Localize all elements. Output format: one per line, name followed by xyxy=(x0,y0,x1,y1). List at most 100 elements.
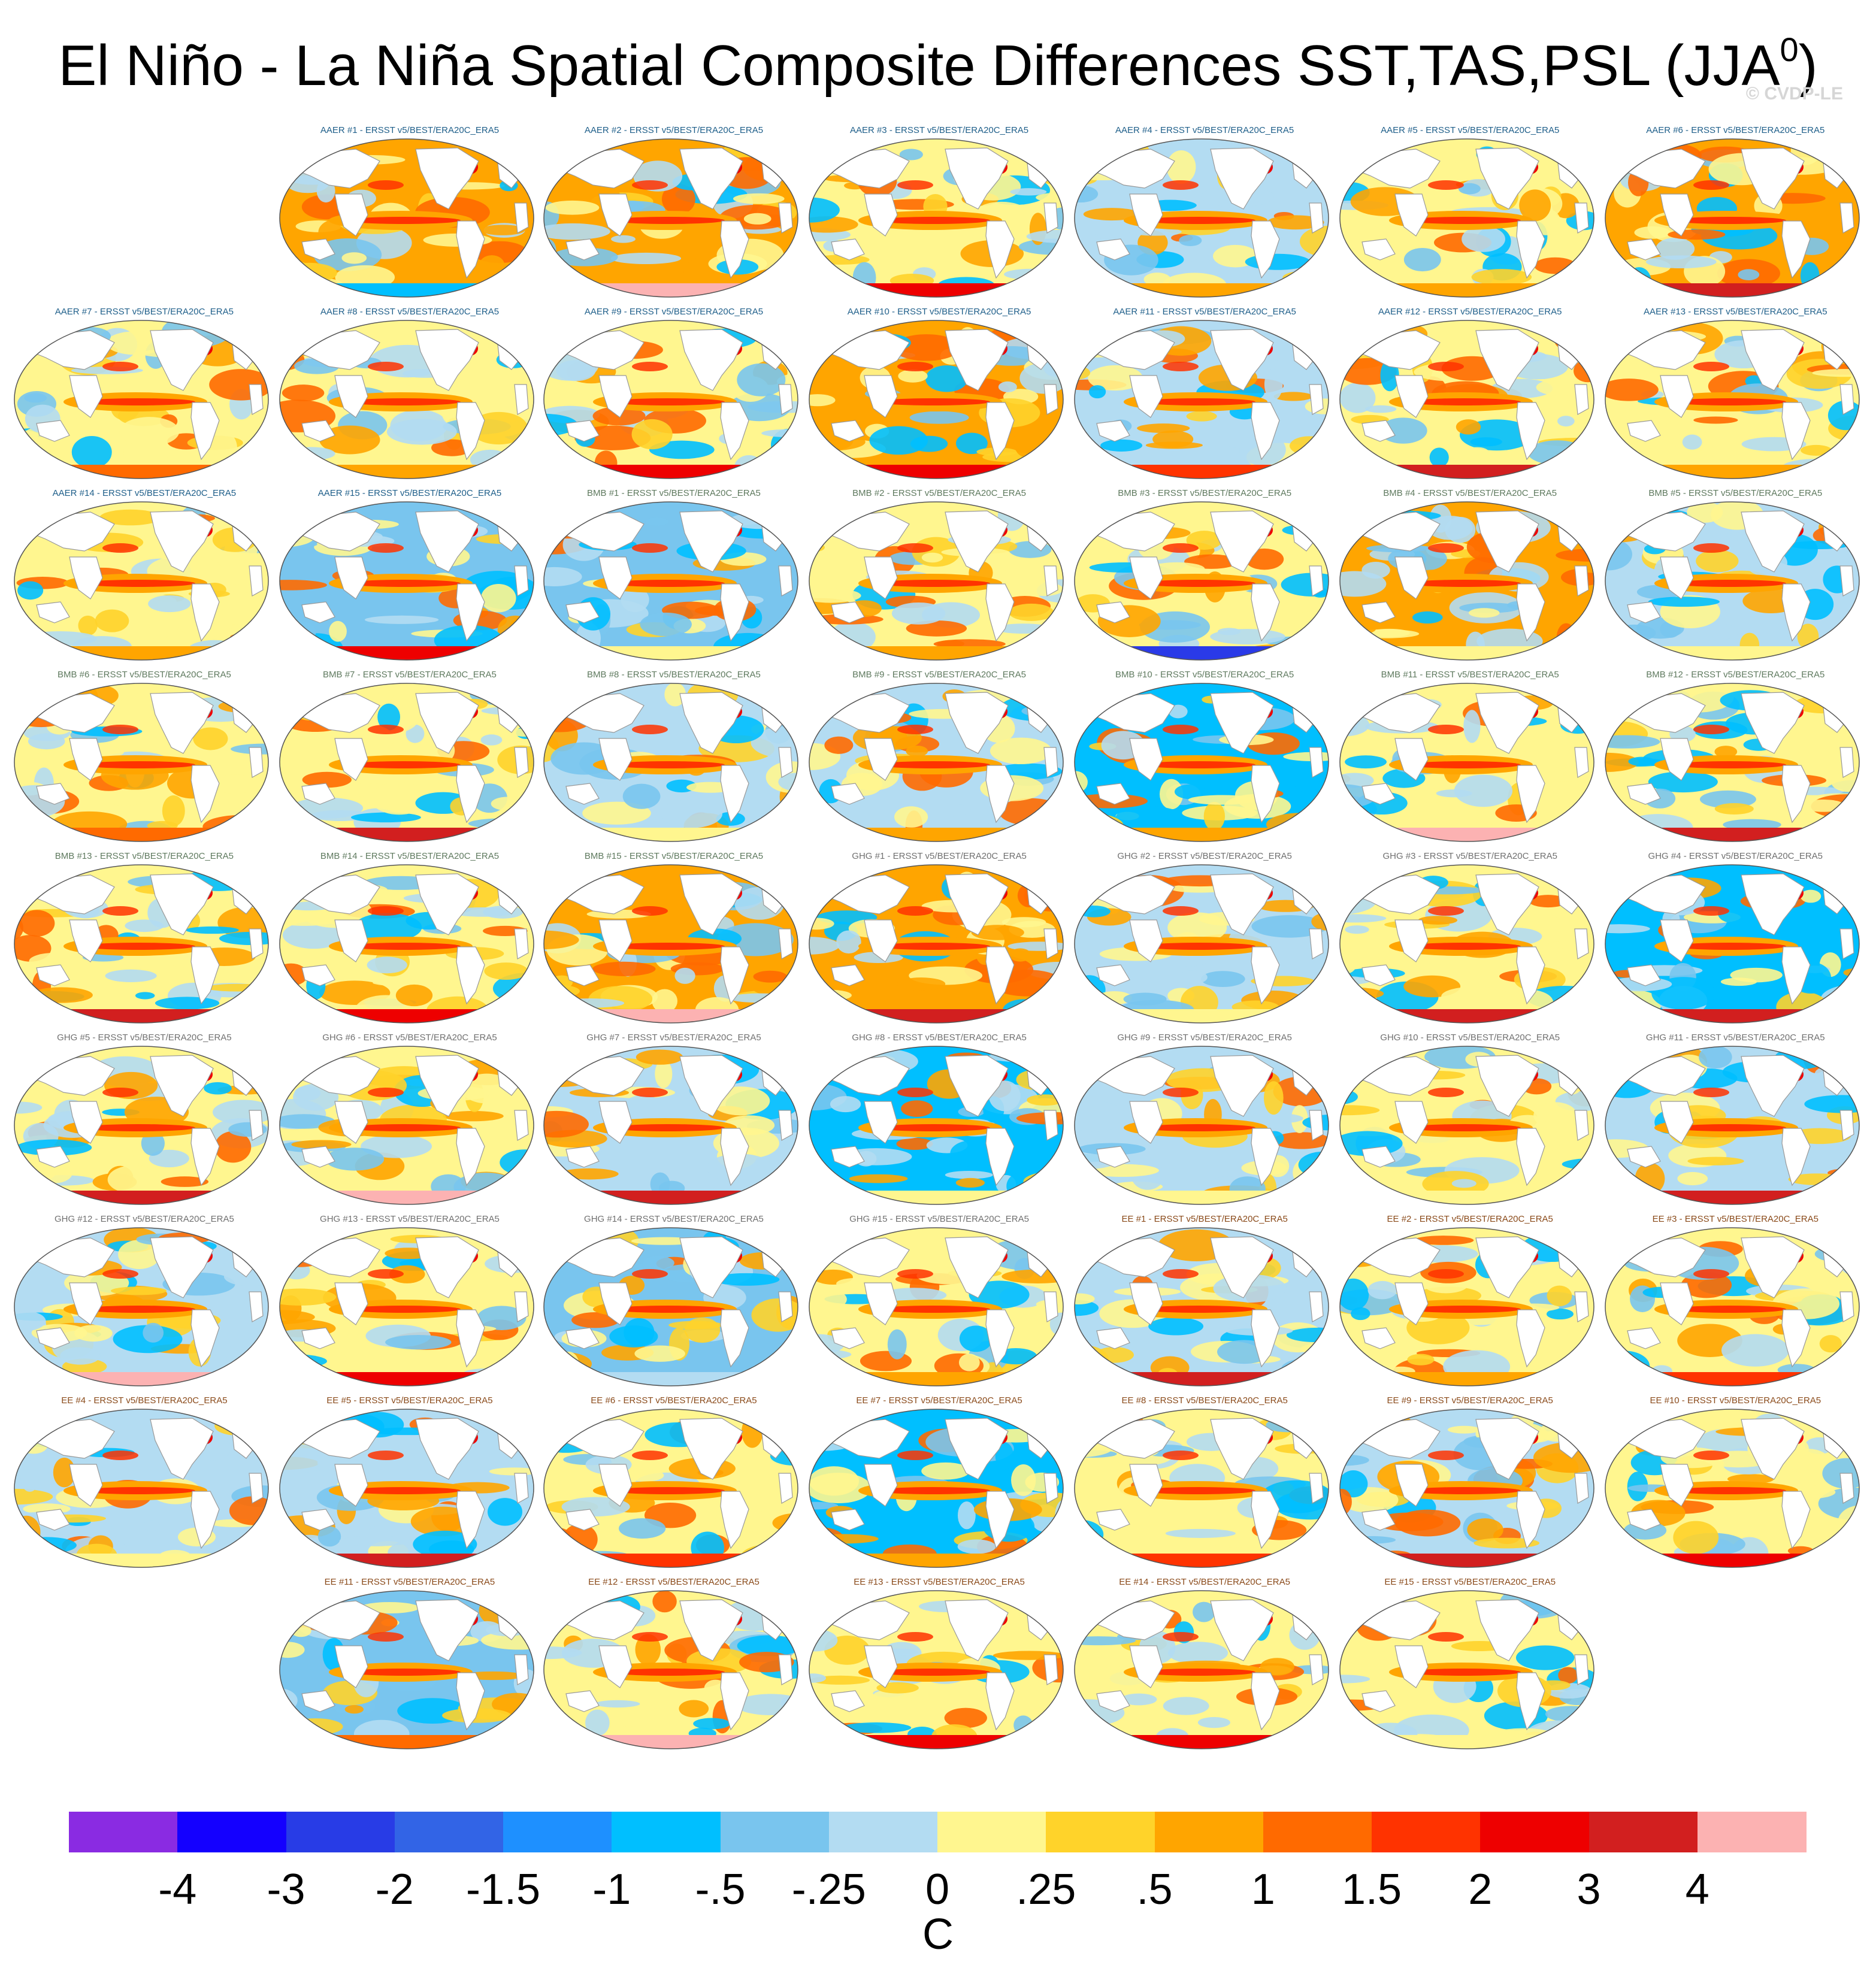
robinson-map xyxy=(1074,320,1329,479)
robinson-map xyxy=(1339,138,1594,298)
map-panel: AAER #8 - ERSST v5/BEST/ERA20C_ERA5 xyxy=(278,307,541,486)
robinson-map xyxy=(1339,683,1594,842)
anomaly-blob xyxy=(1454,774,1513,807)
anomaly-blob xyxy=(431,439,472,456)
anomaly-blob xyxy=(1628,756,1656,767)
anomaly-blob xyxy=(344,1705,364,1714)
anomaly-blob xyxy=(830,1096,861,1113)
anomaly-blob xyxy=(1177,970,1208,985)
warm-spot xyxy=(631,180,668,190)
anomaly-blob xyxy=(71,436,112,469)
robinson-map xyxy=(809,1227,1064,1387)
colorbar xyxy=(69,1812,1807,1852)
anomaly-blob xyxy=(1340,1105,1380,1116)
map-panel-title: AAER #3 - ERSST v5/BEST/ERA20C_ERA5 xyxy=(849,125,1029,135)
anomaly-blob xyxy=(1459,183,1481,195)
anomaly-blob xyxy=(737,1635,798,1657)
enso-core xyxy=(1407,217,1521,224)
anomaly-blob xyxy=(317,1526,341,1547)
continent xyxy=(1839,202,1854,234)
continent xyxy=(150,692,214,754)
anomaly-blob xyxy=(764,1422,798,1432)
anomaly-blob xyxy=(1646,255,1717,269)
robinson-map xyxy=(1605,138,1860,298)
map-panel-title: EE #5 - ERSST v5/BEST/ERA20C_ERA5 xyxy=(326,1395,493,1406)
anomaly-blob xyxy=(998,381,1017,393)
warm-spot xyxy=(631,1632,668,1642)
antarctica-band xyxy=(809,1554,1064,1568)
anomaly-blob xyxy=(279,580,327,591)
anomaly-blob xyxy=(1558,1667,1578,1684)
antarctica-band xyxy=(14,1009,268,1024)
antarctica-band xyxy=(809,465,1064,479)
warm-spot xyxy=(1428,725,1465,735)
antarctica-band xyxy=(543,1372,798,1386)
continent xyxy=(1475,147,1539,210)
anomaly-blob xyxy=(743,213,771,225)
anomaly-blob xyxy=(1839,867,1860,888)
continent xyxy=(1210,1418,1274,1480)
map-panel-title: AAER #10 - ERSST v5/BEST/ERA20C_ERA5 xyxy=(847,307,1031,317)
anomaly-blob xyxy=(1516,1645,1575,1671)
anomaly-blob xyxy=(1301,998,1329,1009)
anomaly-blob xyxy=(125,919,164,932)
map-outline xyxy=(809,138,1064,298)
continent xyxy=(679,510,743,573)
anomaly-blob xyxy=(28,733,65,750)
continent xyxy=(36,1327,70,1349)
robinson-map xyxy=(1605,683,1860,842)
continent xyxy=(1096,964,1131,986)
continent xyxy=(1516,583,1545,642)
map-panel-title: GHG #6 - ERSST v5/BEST/ERA20C_ERA5 xyxy=(322,1033,497,1043)
continent xyxy=(249,928,264,960)
continent xyxy=(1043,1291,1058,1323)
warm-spot xyxy=(1693,1269,1730,1279)
anomaly-blob xyxy=(1149,562,1205,576)
continent xyxy=(720,220,749,279)
map-panel: AAER #12 - ERSST v5/BEST/ERA20C_ERA5 xyxy=(1338,307,1602,486)
continent xyxy=(1251,765,1280,823)
anomaly-blob xyxy=(1009,948,1031,962)
map-outline xyxy=(1339,1590,1594,1750)
map-panel: AAER #10 - ERSST v5/BEST/ERA20C_ERA5 xyxy=(807,307,1071,486)
anomaly-blob xyxy=(1288,452,1324,473)
map-panel-title: EE #4 - ERSST v5/BEST/ERA20C_ERA5 xyxy=(61,1395,228,1406)
colorbar-tick-label: 2 xyxy=(1468,1866,1493,1913)
robinson-map xyxy=(543,1227,798,1387)
anomaly-blob xyxy=(1049,1062,1064,1076)
map-panel-title: BMB #15 - ERSST v5/BEST/ERA20C_ERA5 xyxy=(584,851,764,862)
continent xyxy=(1309,1291,1324,1323)
continent xyxy=(1251,1672,1280,1731)
colorbar-tick-label: 1.5 xyxy=(1341,1866,1402,1913)
anomaly-blob xyxy=(957,1539,996,1554)
map-panel-title: BMB #10 - ERSST v5/BEST/ERA20C_ERA5 xyxy=(1115,670,1294,680)
map-outline xyxy=(809,320,1064,479)
anomaly-blob xyxy=(1008,603,1054,621)
continent xyxy=(1129,1645,1163,1689)
map-panel: EE #15 - ERSST v5/BEST/ERA20C_ERA5 xyxy=(1338,1577,1602,1757)
continent xyxy=(985,1491,1015,1549)
warm-spot xyxy=(1693,1451,1730,1461)
continent xyxy=(1361,1327,1396,1349)
colorbar-tick-label: -1.5 xyxy=(465,1866,541,1913)
anomaly-blob xyxy=(1838,1181,1860,1192)
robinson-map xyxy=(279,683,534,842)
map-outline xyxy=(14,1046,269,1205)
anomaly-blob xyxy=(906,746,928,757)
continent xyxy=(1574,384,1589,416)
continent xyxy=(778,202,793,234)
continent xyxy=(778,565,793,597)
anomaly-blob xyxy=(279,1310,315,1325)
anomaly-blob xyxy=(990,737,1052,765)
anomaly-blob xyxy=(1089,385,1106,399)
continent xyxy=(1781,402,1811,461)
continent xyxy=(1781,765,1811,823)
antarctica-band xyxy=(279,1735,534,1749)
anomaly-blob xyxy=(1348,1536,1396,1544)
continent xyxy=(1361,1690,1396,1713)
anomaly-blob xyxy=(218,700,268,713)
enso-core xyxy=(1142,398,1256,406)
warm-spot xyxy=(1428,906,1465,916)
map-panel: EE #8 - ERSST v5/BEST/ERA20C_ERA5 xyxy=(1073,1395,1336,1575)
anomaly-blob xyxy=(1456,419,1481,435)
